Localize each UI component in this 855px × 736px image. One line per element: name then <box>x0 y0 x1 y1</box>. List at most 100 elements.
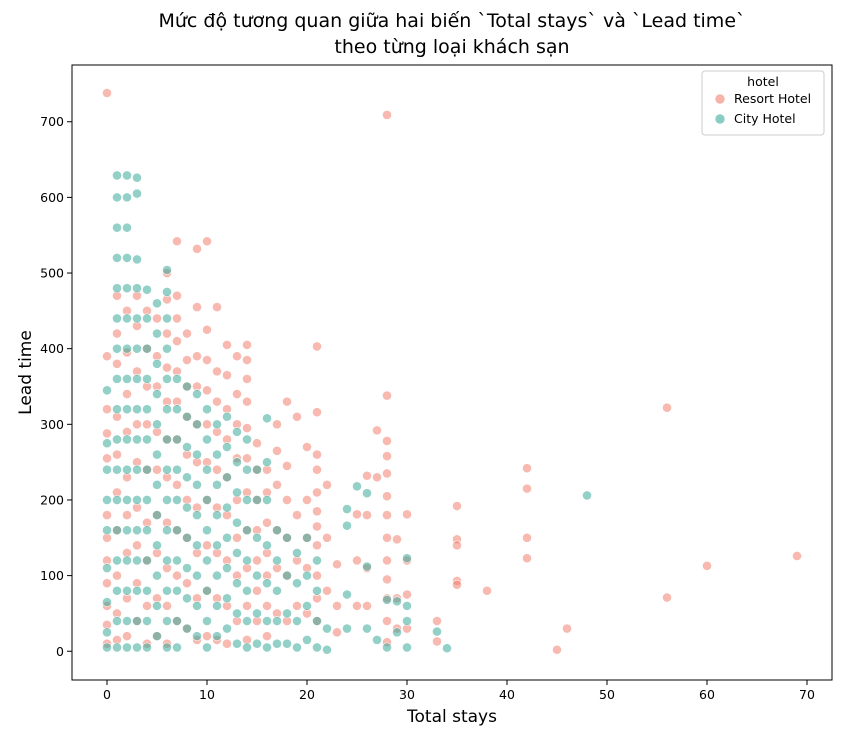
x-tick-label: 30 <box>399 687 415 702</box>
point-city-hotel <box>202 525 212 536</box>
legend-label-city-hotel: City Hotel <box>734 111 796 126</box>
point-city-hotel <box>242 555 252 566</box>
x-tick-label: 70 <box>799 687 815 702</box>
point-resort-hotel <box>112 449 122 460</box>
point-resort-hotel <box>332 627 342 638</box>
point-resort-hotel <box>362 600 372 611</box>
point-resort-hotel <box>282 495 292 505</box>
point-resort-hotel <box>202 236 212 247</box>
point-city-hotel <box>232 487 242 498</box>
point-city-hotel <box>212 510 222 520</box>
point-resort-hotel <box>372 425 382 436</box>
point-city-hotel <box>132 283 142 294</box>
point-city-hotel <box>152 479 162 490</box>
point-city-hotel <box>152 298 162 309</box>
point-resort-hotel <box>102 351 112 362</box>
point-city-hotel <box>302 600 312 611</box>
point-city-hotel <box>122 343 132 354</box>
point-city-hotel <box>242 525 252 536</box>
point-city-hotel <box>362 561 372 572</box>
point-city-hotel <box>162 555 172 566</box>
point-resort-hotel <box>382 110 392 120</box>
point-resort-hotel <box>102 428 112 439</box>
point-city-hotel <box>302 532 312 543</box>
point-resort-hotel <box>102 453 112 464</box>
point-resort-hotel <box>302 442 312 452</box>
point-city-hotel <box>112 252 122 263</box>
point-city-hotel <box>142 495 152 505</box>
point-resort-hotel <box>192 243 202 254</box>
point-city-hotel <box>242 434 252 445</box>
point-city-hotel <box>232 578 242 589</box>
point-city-hotel <box>342 504 352 514</box>
x-tick-label: 10 <box>199 687 215 702</box>
point-city-hotel <box>232 548 242 558</box>
x-tick-label: 50 <box>599 687 615 702</box>
point-resort-hotel <box>152 313 162 324</box>
point-city-hotel <box>122 642 132 653</box>
point-city-hotel <box>132 642 142 653</box>
point-resort-hotel <box>212 366 222 377</box>
point-resort-hotel <box>232 389 242 399</box>
point-resort-hotel <box>312 487 322 498</box>
point-city-hotel <box>232 457 242 468</box>
point-resort-hotel <box>172 336 182 347</box>
point-city-hotel <box>172 434 182 445</box>
x-tick-label: 20 <box>299 687 315 702</box>
point-city-hotel <box>252 464 262 475</box>
point-city-hotel <box>132 404 142 415</box>
point-resort-hotel <box>182 328 192 339</box>
chart-title-line-1: Mức độ tương quan giữa hai biến `Total s… <box>158 10 745 32</box>
point-resort-hotel <box>102 404 112 415</box>
point-city-hotel <box>202 464 212 475</box>
point-city-hotel <box>152 510 162 520</box>
point-city-hotel <box>182 532 192 543</box>
point-city-hotel <box>172 616 182 626</box>
point-city-hotel <box>182 593 192 604</box>
point-resort-hotel <box>302 495 312 505</box>
point-city-hotel <box>132 585 142 596</box>
point-resort-hotel <box>242 453 252 464</box>
point-resort-hotel <box>382 555 392 566</box>
point-city-hotel <box>302 635 312 645</box>
point-resort-hotel <box>232 351 242 362</box>
point-resort-hotel <box>382 451 392 461</box>
point-city-hotel <box>212 600 222 611</box>
point-city-hotel <box>152 389 162 399</box>
point-resort-hotel <box>312 464 322 475</box>
point-city-hotel <box>152 449 162 460</box>
point-resort-hotel <box>372 472 382 483</box>
point-resort-hotel <box>102 88 112 98</box>
point-city-hotel <box>172 642 182 653</box>
point-city-hotel <box>142 434 152 445</box>
point-city-hotel <box>442 643 452 654</box>
point-city-hotel <box>242 585 252 596</box>
point-resort-hotel <box>702 560 712 571</box>
point-city-hotel <box>282 638 292 649</box>
point-resort-hotel <box>662 402 672 413</box>
point-city-hotel <box>122 585 132 596</box>
point-resort-hotel <box>182 578 192 589</box>
point-city-hotel <box>402 616 412 626</box>
point-city-hotel <box>102 495 112 505</box>
point-city-hotel <box>232 638 242 649</box>
point-city-hotel <box>342 589 352 600</box>
point-resort-hotel <box>792 551 802 561</box>
point-city-hotel <box>292 642 302 653</box>
point-resort-hotel <box>262 631 272 642</box>
point-city-hotel <box>182 381 192 392</box>
point-city-hotel <box>192 389 202 399</box>
point-city-hotel <box>172 495 182 505</box>
point-resort-hotel <box>102 578 112 589</box>
point-city-hotel <box>122 192 132 203</box>
point-city-hotel <box>362 488 372 499</box>
point-city-hotel <box>212 570 222 581</box>
point-city-hotel <box>122 252 132 263</box>
point-city-hotel <box>102 464 112 475</box>
point-city-hotel <box>132 374 142 384</box>
point-city-hotel <box>162 525 172 536</box>
point-city-hotel <box>122 170 132 181</box>
point-city-hotel <box>222 623 232 634</box>
point-city-hotel <box>112 642 122 653</box>
point-resort-hotel <box>402 589 412 600</box>
